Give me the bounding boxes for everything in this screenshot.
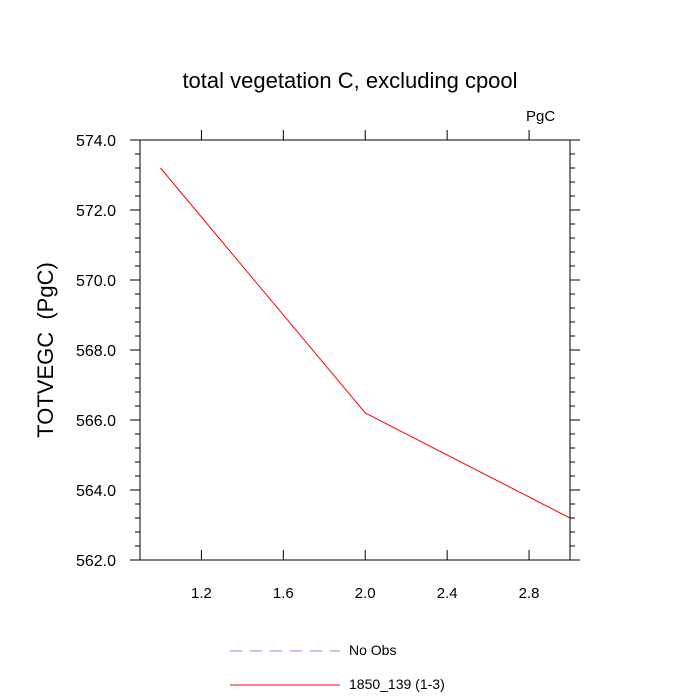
legend-label: 1850_139 (1-3) <box>349 676 445 692</box>
legend-item-no-obs: No Obs <box>230 640 530 662</box>
x-tick-label: 2.4 <box>437 585 458 602</box>
y-tick-label: 572.0 <box>76 203 116 220</box>
y-tick-label: 562.0 <box>76 553 116 570</box>
legend-label: No Obs <box>349 642 397 658</box>
x-tick-label: 2.0 <box>355 585 376 602</box>
x-tick-label: 1.6 <box>273 585 294 602</box>
legend-swatch-dashed <box>230 650 340 652</box>
y-tick-label: 570.0 <box>76 273 116 290</box>
y-tick-label: 574.0 <box>76 133 116 150</box>
units-label: PgC <box>526 108 556 125</box>
x-tick-label: 2.8 <box>519 585 540 602</box>
legend-item-run: 1850_139 (1-3) <box>230 674 530 696</box>
y-tick-label: 564.0 <box>76 483 116 500</box>
plot-frame <box>139 139 571 561</box>
legend-swatch-solid <box>230 684 340 686</box>
y-tick-label: 566.0 <box>76 413 116 430</box>
y-tick-label: 568.0 <box>76 343 116 360</box>
series-line <box>160 167 571 519</box>
chart-title: total vegetation C, excluding cpool <box>182 68 518 93</box>
x-tick-label: 1.2 <box>191 585 212 602</box>
